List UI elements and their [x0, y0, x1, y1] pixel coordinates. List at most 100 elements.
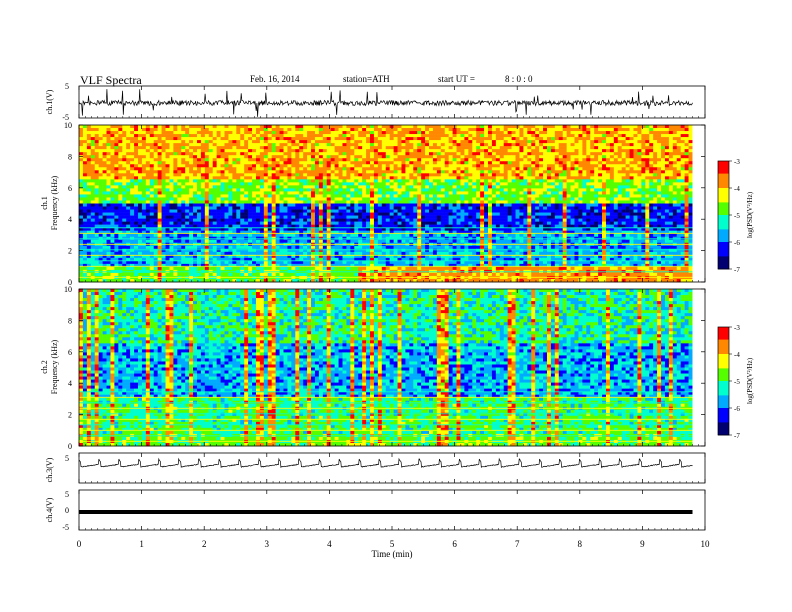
spec1-cell	[94, 125, 99, 129]
spec1-cell	[259, 149, 265, 153]
spec1-cell	[330, 185, 335, 189]
spec1-cell	[236, 146, 241, 150]
spec1-cell	[684, 194, 689, 198]
spec1-cell	[118, 176, 123, 180]
spec1-cell	[299, 164, 304, 168]
spec1-cell	[279, 164, 284, 168]
spec1-cell	[602, 212, 607, 216]
spec1-cell	[224, 170, 229, 174]
spec1-cell	[248, 191, 253, 195]
spec1-cell	[621, 212, 626, 216]
spec1-cell	[527, 125, 532, 129]
spec1-cell	[602, 146, 607, 150]
spec1-cell	[311, 197, 316, 201]
spec1-cell	[338, 206, 343, 210]
spec1-cell	[295, 143, 300, 147]
spec1-cell	[421, 182, 426, 186]
spec1-cell	[126, 167, 131, 171]
spec1-cell	[432, 185, 438, 189]
spec1-cell	[130, 203, 135, 207]
spec1-cell	[145, 200, 151, 204]
spec1-cell	[535, 134, 540, 138]
spec1-cell	[342, 188, 347, 192]
spec1-cell	[90, 218, 96, 222]
spec1-cell	[86, 182, 92, 186]
spec1-cell	[271, 179, 276, 183]
spec1-cell	[613, 134, 619, 138]
spec1-cell	[169, 173, 174, 177]
spec1-cell	[98, 158, 103, 162]
spec1-cell	[550, 128, 556, 132]
spec1-cell	[314, 206, 320, 210]
spec1-cell	[413, 137, 418, 141]
spec1-cell	[480, 149, 485, 153]
spec1-cell	[558, 167, 563, 171]
spec1-cell	[165, 209, 170, 213]
spec1-cell	[232, 182, 237, 186]
spec1-cell	[605, 170, 611, 174]
spec1-cell	[440, 161, 446, 165]
spec1-cell	[641, 164, 646, 168]
spec1-cell	[82, 149, 88, 153]
spec1-cell	[299, 182, 304, 186]
spec1-cell	[535, 218, 540, 222]
spec1-cell	[126, 206, 131, 210]
spec1-cell	[546, 194, 552, 198]
spec1-cell	[362, 200, 367, 204]
spec1-cell	[86, 176, 92, 180]
spec1-cell	[688, 149, 693, 153]
spec1-cell	[381, 173, 387, 177]
spec1-cell	[208, 188, 213, 192]
spec1-cell	[358, 134, 363, 138]
spec1-cell	[173, 146, 178, 150]
spec1-cell	[417, 191, 422, 195]
spec1-cell	[79, 155, 84, 159]
spec1-cell	[535, 200, 540, 204]
spec1-cell	[668, 143, 674, 147]
spec1-cell	[303, 212, 308, 216]
spec1-cell	[122, 203, 127, 207]
spec1-cell	[90, 176, 96, 180]
spec1-cell	[366, 152, 371, 156]
spec1-cell	[354, 185, 359, 189]
spec1-cell	[291, 179, 296, 183]
spec1-cell	[397, 146, 402, 150]
spec1-cell	[432, 158, 438, 162]
spec1-cell	[657, 170, 662, 174]
spec1-cell	[523, 155, 528, 159]
spec1-cell	[664, 164, 670, 168]
spec1-cell	[546, 146, 552, 150]
spec1-cell	[499, 191, 505, 195]
spec1-cell	[275, 191, 280, 195]
spec1-cell	[452, 137, 457, 141]
spec1-cell	[177, 143, 182, 147]
spec1-cell	[130, 212, 135, 216]
spec1-cell	[432, 167, 438, 171]
spec1-cell	[252, 164, 257, 168]
spec1-cell	[429, 134, 434, 138]
spec1-cell	[653, 125, 658, 129]
spec1-cell	[134, 200, 139, 204]
spec1-cell	[468, 137, 473, 141]
spec1-cell	[212, 158, 217, 162]
spec1-cell	[653, 143, 658, 147]
spec1-cell	[413, 182, 418, 186]
spec1-cell	[578, 206, 583, 210]
spec1-cell	[82, 218, 88, 222]
spec1-cell	[122, 149, 127, 153]
spec1-cell	[220, 167, 225, 171]
spec1-cell	[161, 218, 166, 222]
spec1-cell	[480, 170, 485, 174]
spec1-cell	[476, 170, 481, 174]
spec1-cell	[370, 125, 375, 129]
spec1-cell	[605, 206, 611, 210]
spec1-cell	[244, 212, 249, 216]
spec1-cell	[491, 191, 497, 195]
spec1-cell	[539, 146, 544, 150]
spec1-cell	[137, 158, 143, 162]
spec1-cell	[413, 152, 418, 156]
spec1-cell	[680, 170, 685, 174]
spec1-cell	[633, 176, 638, 180]
spec1-cell	[554, 200, 560, 204]
spec1-cell	[519, 140, 524, 144]
